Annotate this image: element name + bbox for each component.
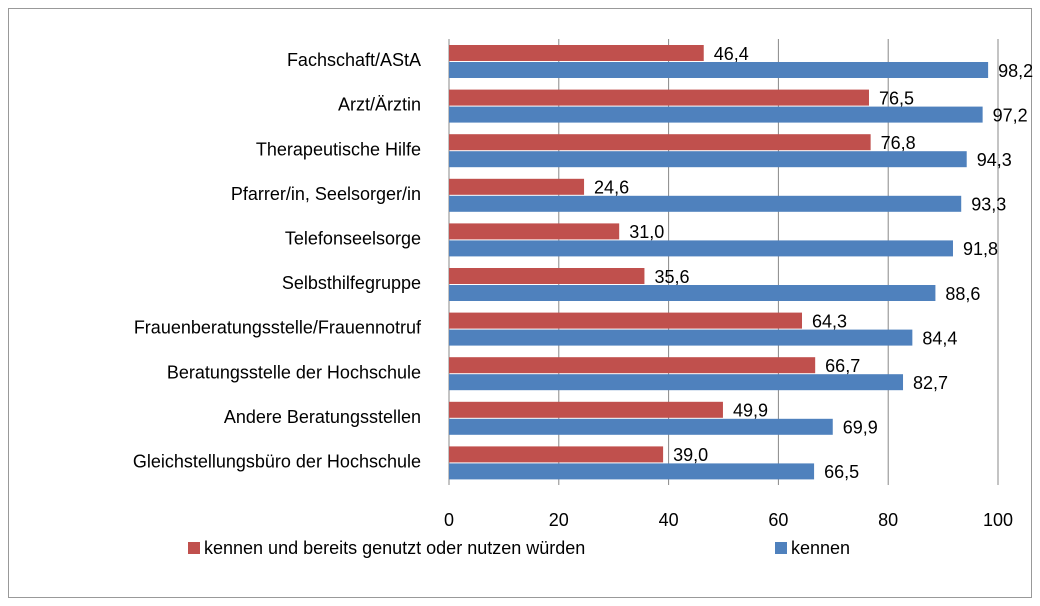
x-tick-label: 80 <box>878 510 898 530</box>
data-label: 49,9 <box>733 401 768 421</box>
legend-label: kennen <box>791 538 850 558</box>
data-label: 76,5 <box>879 88 914 108</box>
y-tick-label: Telefonseelsorge <box>285 228 421 248</box>
bar <box>449 446 664 463</box>
y-tick-label: Beratungsstelle der Hochschule <box>167 362 421 382</box>
data-label: 88,6 <box>945 284 980 304</box>
y-tick-label: Fachschaft/AStA <box>287 50 421 70</box>
data-label: 39,0 <box>673 445 708 465</box>
bar <box>449 89 869 106</box>
data-label: 84,4 <box>922 328 957 348</box>
y-tick-label: Selbsthilfegruppe <box>282 273 421 293</box>
bar <box>449 374 904 391</box>
legend-label: kennen und bereits genutzt oder nutzen w… <box>204 538 585 558</box>
data-label: 91,8 <box>963 239 998 259</box>
bar <box>449 240 953 257</box>
x-tick-label: 20 <box>549 510 569 530</box>
data-label: 98,2 <box>998 61 1033 81</box>
bar <box>449 329 913 346</box>
data-label: 24,6 <box>594 178 629 198</box>
bar <box>449 45 704 61</box>
x-tick-label: 40 <box>659 510 679 530</box>
data-label: 94,3 <box>977 150 1012 170</box>
bar <box>449 106 983 123</box>
bar <box>449 268 645 284</box>
bar <box>449 357 816 374</box>
data-label: 35,6 <box>654 267 689 287</box>
bar <box>449 151 967 168</box>
y-tick-label: Therapeutische Hilfe <box>256 139 421 159</box>
y-tick-label: Arzt/Ärztin <box>338 95 421 115</box>
bar <box>449 62 989 78</box>
x-tick-label: 60 <box>768 510 788 530</box>
legend-swatch <box>188 542 200 554</box>
x-tick-label: 100 <box>983 510 1013 530</box>
bar <box>449 134 871 151</box>
bar <box>449 418 833 435</box>
legend-swatch <box>775 542 787 554</box>
bar <box>449 401 723 418</box>
data-label: 66,5 <box>824 462 859 482</box>
data-label: 76,8 <box>881 133 916 153</box>
bar <box>449 312 803 329</box>
data-label: 69,9 <box>843 418 878 438</box>
data-label: 64,3 <box>812 311 847 331</box>
data-label: 93,3 <box>971 195 1006 215</box>
y-tick-label: Gleichstellungsbüro der Hochschule <box>133 451 421 471</box>
bar <box>449 223 620 240</box>
y-tick-label: Frauenberatungsstelle/Frauennotruf <box>134 318 422 338</box>
y-tick-label: Pfarrer/in, Seelsorger/in <box>231 184 421 204</box>
y-tick-label: Andere Beratungsstellen <box>224 407 421 427</box>
bar <box>449 178 585 195</box>
data-label: 97,2 <box>993 105 1028 125</box>
bar <box>449 285 936 301</box>
data-label: 66,7 <box>825 356 860 376</box>
data-label: 82,7 <box>913 373 948 393</box>
data-label: 31,0 <box>629 222 664 242</box>
bar <box>449 463 815 480</box>
data-label: 46,4 <box>714 44 749 64</box>
bar <box>449 195 962 212</box>
x-tick-label: 0 <box>444 510 454 530</box>
